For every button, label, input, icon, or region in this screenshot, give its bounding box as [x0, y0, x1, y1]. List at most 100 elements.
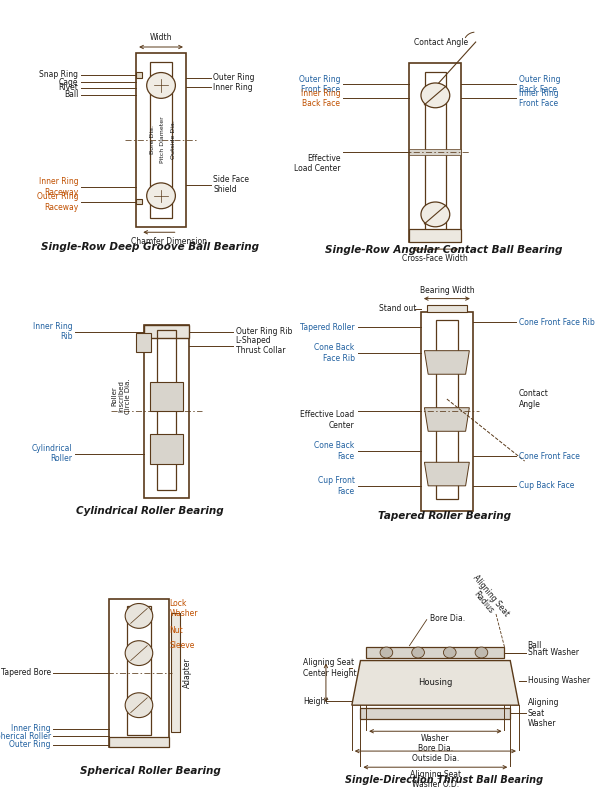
Bar [109, 598, 169, 747]
Text: Outside Dia.: Outside Dia. [171, 121, 176, 159]
Text: Sleeve: Sleeve [169, 641, 194, 650]
Circle shape [421, 83, 450, 108]
Bar [150, 434, 183, 463]
Polygon shape [352, 661, 519, 706]
Circle shape [146, 73, 175, 98]
Text: Bore Dia.: Bore Dia. [150, 126, 155, 154]
Bar [109, 738, 169, 747]
Circle shape [380, 647, 393, 658]
Text: Lock
Washer: Lock Washer [169, 598, 198, 618]
Text: Outer Ring
Raceway: Outer Ring Raceway [37, 192, 78, 212]
Bar [409, 230, 461, 242]
Text: Inner Ring
Front Face: Inner Ring Front Face [519, 89, 559, 108]
Text: Outer Ring Rib: Outer Ring Rib [236, 327, 292, 336]
Text: Aligning Seat
Radius: Aligning Seat Radius [463, 573, 511, 624]
Text: Spherical Roller: Spherical Roller [0, 732, 50, 741]
Text: Tapered Bore: Tapered Bore [1, 669, 50, 678]
Circle shape [125, 641, 153, 666]
Text: Aligning Seat
Center Height: Aligning Seat Center Height [303, 658, 356, 678]
Circle shape [412, 647, 424, 658]
Bar [157, 330, 176, 490]
Circle shape [125, 693, 153, 718]
Bar [145, 325, 188, 338]
Text: Cone Front Face Rib: Cone Front Face Rib [519, 318, 595, 326]
Circle shape [475, 647, 488, 658]
Text: Tapered Roller Bearing: Tapered Roller Bearing [377, 510, 511, 521]
Text: Cone Front Face: Cone Front Face [519, 451, 580, 461]
Text: Bore Dia.: Bore Dia. [430, 614, 465, 623]
Text: Outer Ring
Front Face: Outer Ring Front Face [299, 74, 340, 94]
Text: Snap Ring: Snap Ring [39, 70, 78, 79]
Bar [145, 325, 188, 498]
Text: Single-Row Angular Contact Ball Bearing: Single-Row Angular Contact Ball Bearing [325, 246, 563, 255]
Text: Cone Back
Face: Cone Back Face [314, 442, 355, 461]
Text: Outer Ring
Back Face: Outer Ring Back Face [519, 74, 560, 94]
Text: Single-Direction Thrust Ball Bearing: Single-Direction Thrust Ball Bearing [345, 774, 543, 785]
Polygon shape [424, 408, 469, 431]
Text: Contact
Angle: Contact Angle [519, 390, 549, 409]
Text: L-Shaped
Thrust Collar: L-Shaped Thrust Collar [236, 336, 285, 355]
Bar [425, 72, 446, 232]
Bar [150, 62, 172, 218]
Bar [136, 53, 186, 227]
Circle shape [146, 183, 175, 209]
Text: Inner Ring
Rib: Inner Ring Rib [33, 322, 73, 342]
Text: Shaft Washer: Shaft Washer [527, 648, 578, 657]
Bar [136, 199, 142, 205]
Text: Nut: Nut [169, 626, 183, 635]
Text: Stand out: Stand out [379, 304, 416, 313]
Text: Roller
Inscribed
Circle Dia.: Roller Inscribed Circle Dia. [111, 378, 131, 414]
Text: Cup Front
Face: Cup Front Face [318, 476, 355, 495]
Polygon shape [424, 462, 469, 486]
Text: Outer Ring: Outer Ring [214, 73, 255, 82]
Text: Height: Height [303, 697, 328, 706]
Circle shape [421, 202, 450, 227]
Text: Housing Washer: Housing Washer [527, 676, 590, 685]
Bar [171, 614, 181, 733]
Text: Inner Ring
Raceway: Inner Ring Raceway [38, 178, 78, 197]
Text: Aligning Seat
Washer O.D.: Aligning Seat Washer O.D. [410, 770, 461, 789]
Text: Adapter: Adapter [183, 658, 192, 688]
Text: Aligning
Seat
Washer: Aligning Seat Washer [527, 698, 559, 728]
Circle shape [443, 647, 456, 658]
Text: Inner Ring: Inner Ring [11, 724, 50, 734]
Bar [366, 647, 505, 658]
Text: Width: Width [150, 33, 172, 42]
Polygon shape [424, 350, 469, 374]
Bar [136, 334, 151, 352]
Text: Cylindrical Roller Bearing: Cylindrical Roller Bearing [76, 506, 224, 516]
Text: Cross-Face Width: Cross-Face Width [403, 254, 468, 263]
Text: Tapered Roller: Tapered Roller [300, 322, 355, 332]
Text: Inner Ring: Inner Ring [214, 83, 253, 92]
Text: Pitch Diameter: Pitch Diameter [160, 117, 165, 163]
Text: Cup Back Face: Cup Back Face [519, 482, 574, 490]
Text: Outside Dia.: Outside Dia. [412, 754, 459, 762]
Text: Outer Ring: Outer Ring [9, 740, 50, 750]
Text: Cage: Cage [59, 78, 78, 87]
Text: Inner Ring
Back Face: Inner Ring Back Face [301, 89, 340, 108]
Text: Side Face
Shield: Side Face Shield [214, 175, 250, 194]
Text: Ball: Ball [64, 90, 78, 99]
Text: Effective Load
Center: Effective Load Center [301, 410, 355, 430]
Bar [421, 312, 473, 510]
Text: Contact Angle: Contact Angle [414, 38, 468, 47]
Text: Ball: Ball [527, 641, 542, 650]
Bar [436, 320, 458, 499]
Text: Single-Row Deep Groove Ball Bearing: Single-Row Deep Groove Ball Bearing [41, 242, 259, 251]
Text: Washer
Bore Dia.: Washer Bore Dia. [418, 734, 453, 753]
Text: Cone Back
Face Rib: Cone Back Face Rib [314, 343, 355, 363]
Text: Spherical Roller Bearing: Spherical Roller Bearing [80, 766, 220, 776]
Bar [409, 63, 461, 242]
Text: Cylindrical
Roller: Cylindrical Roller [32, 444, 73, 463]
Text: Rivet: Rivet [58, 83, 78, 93]
Circle shape [125, 603, 153, 628]
Text: Bearing Width: Bearing Width [419, 286, 474, 295]
Bar [150, 382, 183, 411]
Text: Effective
Load Center: Effective Load Center [294, 154, 340, 174]
Text: Housing: Housing [418, 678, 452, 687]
Bar [361, 708, 510, 719]
Bar [136, 72, 142, 78]
Bar [427, 305, 467, 312]
Bar [409, 150, 461, 155]
Text: Chamfer Dimension: Chamfer Dimension [131, 238, 208, 246]
